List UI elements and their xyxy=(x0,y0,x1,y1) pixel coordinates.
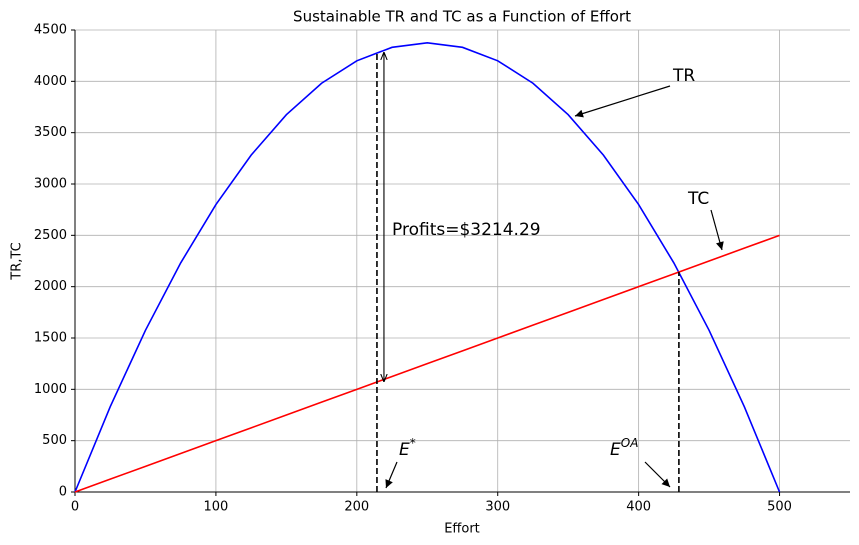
annotation-arrow xyxy=(710,209,724,251)
series-line xyxy=(74,42,781,493)
annotation: TC xyxy=(687,189,709,209)
annotation: E* xyxy=(399,436,416,461)
chart-title: Sustainable TR and TC as a Function of E… xyxy=(293,8,631,26)
y-tick-label: 3500 xyxy=(34,125,67,140)
y-tick-label: 500 xyxy=(42,433,67,448)
annotation-sup: OA xyxy=(621,436,639,450)
y-axis-label: TR,TC xyxy=(10,242,25,280)
x-tick-label: 400 xyxy=(626,500,651,515)
x-axis-label: Effort xyxy=(444,522,480,537)
y-tick-label: 4500 xyxy=(34,23,67,38)
x-tick-label: 200 xyxy=(344,500,369,515)
annotation-arrow xyxy=(644,461,671,488)
x-tick-label: 0 xyxy=(71,500,79,515)
x-tick-label: 500 xyxy=(767,500,792,515)
y-tick-label: 4000 xyxy=(34,74,67,89)
annotation-arrow xyxy=(574,85,671,118)
annotation: EOA xyxy=(610,436,638,461)
y-tick-label: 2000 xyxy=(34,279,67,294)
series-line xyxy=(74,234,780,493)
profit-label: Profits=$3214.29 xyxy=(392,220,541,240)
y-tick-label: 2500 xyxy=(34,228,67,243)
annotation-main: E xyxy=(610,440,621,460)
x-tick-label: 300 xyxy=(485,500,510,515)
annotation-arrow xyxy=(385,461,398,489)
annotation: TR xyxy=(672,66,695,86)
y-tick-label: 1500 xyxy=(34,331,67,346)
y-tick-label: 0 xyxy=(59,485,67,500)
y-tick-label: 3000 xyxy=(34,177,67,192)
annotation-sup: * xyxy=(410,436,416,450)
x-tick-label: 100 xyxy=(203,500,228,515)
annotation-main: E xyxy=(399,440,410,460)
y-tick-label: 1000 xyxy=(34,382,67,397)
